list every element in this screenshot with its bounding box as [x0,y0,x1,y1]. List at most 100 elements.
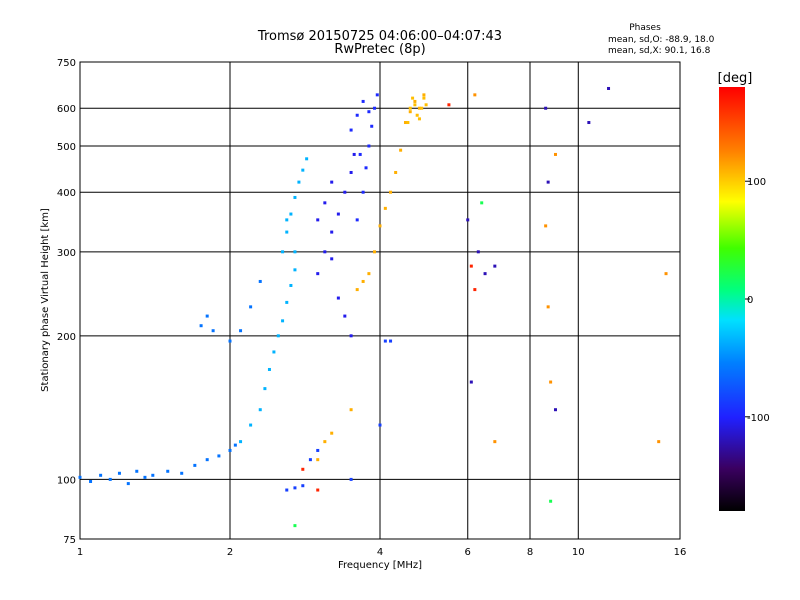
data-point [361,279,365,283]
data-point [239,329,243,333]
data-point [383,206,387,210]
data-point [413,99,417,103]
phase-stats-title: Phases [629,23,661,33]
y-tick-label: 200 [57,332,76,343]
data-point [199,324,203,328]
data-point [323,201,327,205]
data-point [664,272,668,276]
data-point [483,272,487,276]
x-tick-label: 4 [377,547,383,558]
y-tick-label: 100 [57,475,76,486]
data-point [355,288,359,292]
data-point [289,212,293,216]
data-point [151,473,155,477]
data-point [301,484,305,488]
data-point [358,152,362,156]
data-point [355,218,359,222]
data-point [364,166,368,170]
data-point [297,180,301,184]
data-point [424,103,428,107]
data-point [361,190,365,194]
data-point [378,423,382,427]
data-point [249,423,253,427]
x-tick-label: 2 [227,547,233,558]
data-point [420,106,424,110]
data-point [373,250,377,254]
data-point [389,190,393,194]
data-point [349,408,353,412]
x-tick-label: 6 [465,547,471,558]
data-point [117,471,121,475]
y-tick-label: 500 [57,142,76,153]
data-point [367,272,371,276]
data-point [422,96,426,100]
data-point [293,524,297,528]
data-point [211,329,215,333]
data-point [272,350,276,354]
x-tick-label: 10 [572,547,585,558]
data-point [355,113,359,117]
data-point [553,152,557,156]
data-point [370,124,374,128]
data-point [546,305,550,309]
data-point [403,121,407,125]
grid [80,62,680,539]
data-point [389,339,393,343]
data-point [549,380,553,384]
data-point [383,339,387,343]
data-point [276,334,280,338]
x-axis-label: Frequency [MHz] [338,560,422,571]
data-point [330,180,334,184]
data-point [375,93,379,97]
data-point [308,458,312,462]
data-point [293,195,297,199]
data-point [301,467,305,471]
data-point [166,469,170,473]
colorbar [719,87,745,511]
x-axis: 1 2 4 6 8 10 16 [77,547,687,558]
data-point [493,440,497,444]
data-point [193,463,197,467]
data-point [349,477,353,481]
data-point [249,305,253,309]
x-tick-label: 8 [527,547,533,558]
data-point [373,106,377,110]
data-point [228,339,232,343]
chart-subtitle: RwPretec (8p) [334,42,425,57]
data-point [336,212,340,216]
colorbar-label: [deg] [718,71,753,86]
data-point [305,157,309,161]
data-point [466,218,470,222]
data-point [367,110,371,114]
data-point [258,408,262,412]
data-point [343,190,347,194]
y-tick-label: 400 [57,188,76,199]
data-point [408,110,412,114]
data-point [89,479,93,483]
data-point [549,499,553,503]
data-point [544,106,548,110]
data-point [180,471,184,475]
data-point [205,314,209,318]
data-point [343,314,347,318]
data-point [316,218,320,222]
colorbar-tick-label: 0 [747,295,753,306]
y-tick-label: 750 [57,58,76,69]
data-point [349,334,353,338]
chart-title: Tromsø 20150725 04:06:00–04:07:43 [257,29,502,44]
y-tick-label: 600 [57,104,76,115]
data-point [447,103,451,107]
x-tick-label: 1 [77,547,83,558]
data-point [378,224,382,228]
data-point [408,106,412,110]
x-tick-label: 16 [674,547,687,558]
y-tick-label: 300 [57,248,76,259]
data-point [544,224,548,228]
data-point [411,96,415,100]
data-point [473,93,477,97]
data-points [78,86,668,528]
data-point [349,170,353,174]
data-point [361,99,365,103]
data-point [135,469,139,473]
